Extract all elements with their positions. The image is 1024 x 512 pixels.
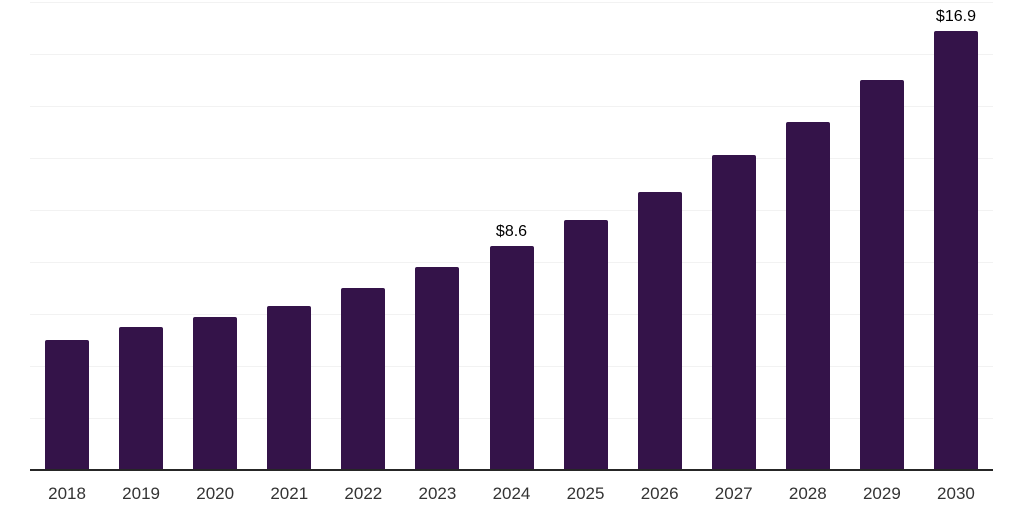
bar-2025 bbox=[563, 220, 608, 470]
gridline-16 bbox=[30, 54, 993, 55]
value-label-2024: $8.6 bbox=[495, 223, 528, 241]
bar-2018 bbox=[45, 340, 90, 470]
x-tick-label-2026: 2026 bbox=[640, 484, 679, 503]
x-axis-line bbox=[30, 469, 993, 471]
x-tick-label-2023: 2023 bbox=[418, 484, 457, 503]
gridline-10 bbox=[30, 210, 993, 211]
x-tick-label-2018: 2018 bbox=[48, 484, 86, 503]
x-tick-label-2019: 2019 bbox=[122, 484, 160, 503]
x-tick-label-2022: 2022 bbox=[344, 484, 383, 503]
gridline-14 bbox=[30, 106, 993, 107]
bar-2019 bbox=[119, 327, 164, 470]
bar-2023 bbox=[415, 267, 460, 470]
bar-2020 bbox=[193, 316, 238, 470]
x-tick-label-2025: 2025 bbox=[566, 484, 605, 503]
x-tick-label-2028: 2028 bbox=[788, 484, 827, 503]
plot-area: $8.6 $16.9 bbox=[30, 2, 993, 470]
value-label-2030: $16.9 bbox=[935, 7, 976, 25]
x-tick-label-2024: 2024 bbox=[492, 484, 531, 503]
bar-2028 bbox=[785, 121, 830, 470]
bar-2027 bbox=[711, 155, 756, 470]
x-tick-label-2030: 2030 bbox=[937, 484, 975, 503]
x-tick-label-2020: 2020 bbox=[196, 484, 235, 503]
bar-2024 bbox=[489, 246, 534, 470]
bar-2030 bbox=[933, 30, 978, 470]
gridline-18 bbox=[30, 2, 993, 3]
gridline-12 bbox=[30, 158, 993, 159]
x-tick-label-2027: 2027 bbox=[714, 484, 753, 503]
x-tick-label-2029: 2029 bbox=[862, 484, 901, 503]
bar-2026 bbox=[637, 191, 682, 470]
bar-2021 bbox=[267, 306, 312, 470]
bar-2029 bbox=[859, 80, 904, 470]
x-tick-label-2021: 2021 bbox=[270, 484, 309, 503]
bar-2022 bbox=[341, 288, 386, 470]
